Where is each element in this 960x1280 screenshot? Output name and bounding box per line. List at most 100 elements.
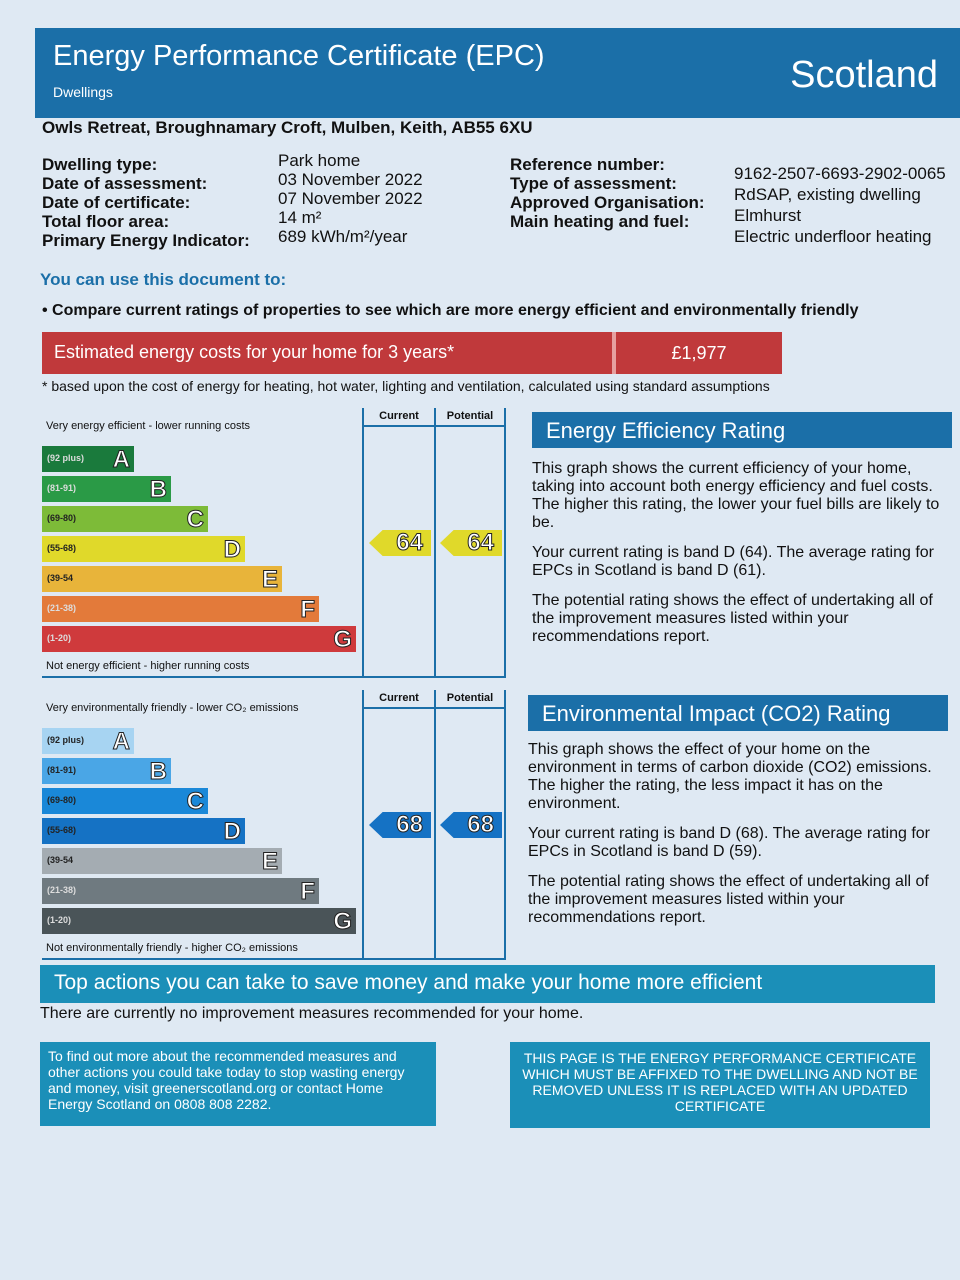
environmental-impact-chart: Very environmentally friendly - lower CO… bbox=[42, 690, 506, 960]
band-letter: A bbox=[112, 446, 130, 474]
band-range: (69-80) bbox=[47, 795, 77, 805]
energy-cost-value: £1,977 bbox=[612, 332, 782, 374]
band-letter: E bbox=[261, 566, 278, 594]
chart-bottom-label: Not energy efficient - higher running co… bbox=[46, 660, 250, 672]
potential-column: Potential 64 bbox=[434, 408, 506, 678]
detail-label: Primary Energy Indicator: bbox=[42, 231, 250, 250]
eir-p3: The potential rating shows the effect of… bbox=[528, 873, 929, 926]
more-info-box: To find out more about the recommended m… bbox=[40, 1042, 436, 1126]
detail-label: Total floor area: bbox=[42, 212, 170, 231]
band-range: (81-91) bbox=[47, 765, 77, 775]
band-range: (55-68) bbox=[47, 825, 77, 835]
band-b: (81-91) B bbox=[42, 476, 171, 504]
band-range: (39-54 bbox=[47, 573, 74, 583]
band-range: (81-91) bbox=[47, 483, 77, 493]
energy-efficiency-chart: Very energy efficient - lower running co… bbox=[42, 408, 506, 678]
detail-value: Elmhurst bbox=[734, 206, 802, 225]
band-e: (39-54 E bbox=[42, 566, 282, 594]
detail-value: 03 November 2022 bbox=[278, 170, 423, 189]
chart-top-label: Very environmentally friendly - lower CO… bbox=[46, 702, 299, 714]
band-range: (69-80) bbox=[47, 513, 77, 523]
chart-bottom-label: Not environmentally friendly - higher CO… bbox=[46, 942, 298, 954]
detail-label: Date of certificate: bbox=[42, 193, 191, 212]
detail-value: 14 m² bbox=[278, 208, 322, 227]
potential-rating-arrow: 68 bbox=[440, 812, 502, 838]
current-column: Current 64 bbox=[362, 408, 434, 678]
detail-label: Main heating and fuel: bbox=[510, 212, 690, 231]
band-letter: B bbox=[149, 758, 167, 786]
band-letter: A bbox=[112, 728, 130, 756]
page-subtitle: Dwellings bbox=[53, 84, 113, 100]
use-bullet-text: Compare current ratings of properties to… bbox=[52, 302, 859, 319]
band-letter: C bbox=[186, 788, 204, 816]
eer-p3: The potential rating shows the effect of… bbox=[532, 592, 933, 645]
detail-label: Type of assessment: bbox=[510, 174, 677, 193]
band-range: (55-68) bbox=[47, 543, 77, 553]
band-letter: G bbox=[333, 908, 353, 936]
band-a: (92 plus) A bbox=[42, 446, 134, 474]
band-a: (92 plus) A bbox=[42, 728, 134, 756]
chart-top-label: Very energy efficient - lower running co… bbox=[46, 420, 251, 432]
band-e: (39-54 E bbox=[42, 848, 282, 876]
potential-column: Potential 68 bbox=[434, 690, 506, 960]
band-g: (1-20) G bbox=[42, 626, 356, 654]
detail-value: Electric underfloor heating bbox=[734, 227, 932, 246]
band-range: (39-54 bbox=[47, 855, 74, 865]
eer-p1: This graph shows the current efficiency … bbox=[532, 460, 940, 531]
band-letter: E bbox=[261, 848, 278, 876]
detail-label: Date of assessment: bbox=[42, 174, 208, 193]
eir-heading: Environmental Impact (CO2) Rating bbox=[528, 695, 948, 731]
band-letter: G bbox=[333, 626, 353, 654]
eir-panel: Environmental Impact (CO2) Rating This g… bbox=[528, 695, 948, 927]
potential-header: Potential bbox=[436, 690, 504, 709]
energy-cost-bar: Estimated energy costs for your home for… bbox=[42, 332, 782, 374]
details-right-labels: Reference number: Type of assessment: Appr… bbox=[510, 155, 705, 231]
detail-value: RdSAP, existing dwelling bbox=[734, 185, 921, 204]
top-actions-heading: Top actions you can take to save money a… bbox=[40, 965, 935, 1003]
property-address: Owls Retreat, Broughnamary Croft, Mulben… bbox=[42, 118, 533, 137]
use-heading: You can use this document to: bbox=[40, 270, 287, 289]
header-bar: Energy Performance Certificate (EPC) Dwe… bbox=[35, 28, 960, 118]
band-d: (55-68) D bbox=[42, 818, 245, 846]
top-actions-text: There are currently no improvement measu… bbox=[40, 1005, 584, 1022]
use-bullet: • Compare current ratings of properties … bbox=[42, 302, 859, 319]
eer-panel: Energy Efficiency Rating This graph show… bbox=[532, 412, 952, 646]
details-right-values: 9162-2507-6693-2902-0065 RdSAP, existing … bbox=[734, 163, 946, 247]
band-f: (21-38) F bbox=[42, 878, 319, 906]
band-range: (1-20) bbox=[47, 915, 72, 925]
current-rating-arrow: 68 bbox=[369, 812, 431, 838]
region-label: Scotland bbox=[790, 54, 938, 96]
detail-label: Reference number: bbox=[510, 155, 665, 174]
current-column: Current 68 bbox=[362, 690, 434, 960]
band-b: (81-91) B bbox=[42, 758, 171, 786]
band-letter: D bbox=[223, 536, 241, 564]
band-range: (92 plus) bbox=[47, 453, 85, 463]
energy-cost-label: Estimated energy costs for your home for… bbox=[54, 342, 455, 362]
band-f: (21-38) F bbox=[42, 596, 319, 624]
detail-value: 07 November 2022 bbox=[278, 189, 423, 208]
band-letter: F bbox=[300, 596, 316, 624]
potential-header: Potential bbox=[436, 408, 504, 427]
eer-heading: Energy Efficiency Rating bbox=[532, 412, 952, 448]
band-range: (92 plus) bbox=[47, 735, 85, 745]
band-letter: F bbox=[300, 878, 316, 906]
band-range: (21-38) bbox=[47, 885, 77, 895]
detail-label: Approved Organisation: bbox=[510, 193, 705, 212]
detail-label: Dwelling type: bbox=[42, 155, 158, 174]
details-left-labels: Dwelling type: Date of assessment: Date of… bbox=[42, 155, 250, 250]
band-range: (21-38) bbox=[47, 603, 77, 613]
detail-value: 689 kWh/m²/year bbox=[278, 227, 408, 246]
band-letter: C bbox=[186, 506, 204, 534]
band-d: (55-68) D bbox=[42, 536, 245, 564]
eer-p2: Your current rating is band D (64). The … bbox=[532, 544, 934, 579]
band-c: (69-80) C bbox=[42, 506, 208, 534]
cost-footnote: * based upon the cost of energy for heat… bbox=[42, 378, 770, 394]
band-g: (1-20) G bbox=[42, 908, 356, 936]
chart-divider bbox=[42, 958, 362, 960]
affix-warning-box: THIS PAGE IS THE ENERGY PERFORMANCE CERT… bbox=[510, 1042, 930, 1128]
page-title: Energy Performance Certificate (EPC) bbox=[53, 40, 545, 72]
band-range: (1-20) bbox=[47, 633, 72, 643]
current-header: Current bbox=[364, 408, 434, 427]
details-left-values: Park home 03 November 2022 07 November 202… bbox=[278, 151, 423, 246]
current-header: Current bbox=[364, 690, 434, 709]
